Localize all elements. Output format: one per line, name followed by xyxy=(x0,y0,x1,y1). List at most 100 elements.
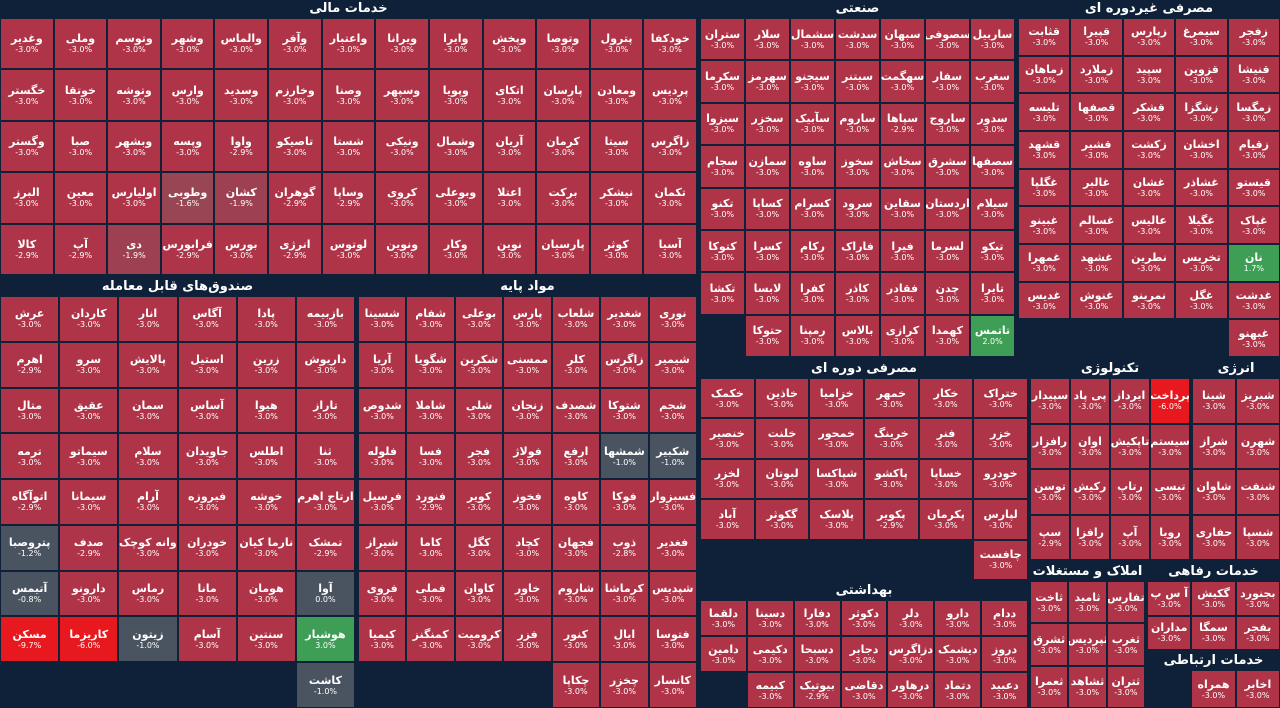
stock-name: زنجان xyxy=(511,398,544,412)
stock-name: وپویا xyxy=(442,83,469,97)
stock-change: -3.0% xyxy=(497,147,521,157)
stock-change: -3.0% xyxy=(800,40,825,50)
stock-tile: خرینگ -3.0% xyxy=(864,418,919,459)
stock-name: سشمال xyxy=(790,27,835,41)
stock-tile: آساس -3.0% xyxy=(177,387,237,434)
stock-change: -3.0% xyxy=(15,199,39,209)
stock-change: -3.0% xyxy=(1078,402,1102,412)
stock-change: -2.9% xyxy=(68,250,93,260)
stock-tile: وشهر -3.0% xyxy=(160,18,215,70)
stock-name: کاریزما xyxy=(69,627,109,641)
stock-name: تخریس xyxy=(1182,251,1221,265)
stock-name: تاتمس xyxy=(974,324,1011,338)
stock-tile: کشان -1.9% xyxy=(214,172,269,224)
stock-name: قزوین xyxy=(1183,62,1219,76)
stock-change: -3.0% xyxy=(1157,599,1181,609)
stock-name: رکیش xyxy=(1073,480,1107,494)
stock-name: بیوتیک xyxy=(799,678,835,692)
stock-change: -3.0% xyxy=(254,503,278,513)
stock-name: غشهد xyxy=(1080,251,1113,265)
stock-change: -3.0% xyxy=(77,457,101,467)
stock-change: -3.0% xyxy=(1189,188,1214,198)
stock-tile: اهرم -2.9% xyxy=(0,341,60,388)
stock-name: شجم xyxy=(659,398,687,412)
stock-change: -3.0% xyxy=(989,440,1013,450)
stock-name: ارتاج اهرم xyxy=(297,490,354,504)
stock-change: -3.0% xyxy=(805,655,829,665)
stock-change: -3.0% xyxy=(935,40,960,50)
stock-name: کمنگنز xyxy=(412,627,449,641)
sector-title: خدمات مالی xyxy=(309,1,388,16)
stock-name: وبوعلی xyxy=(435,186,477,200)
stock-name: بورس xyxy=(225,237,258,251)
stock-tile: پی پاد -3.0% xyxy=(1070,378,1110,424)
stock-tile: گکیش -3.0% xyxy=(1191,581,1236,616)
stock-tile: وبشهر -3.0% xyxy=(107,120,161,173)
stock-change: -3.0% xyxy=(1037,603,1061,613)
stock-change: -3.0% xyxy=(254,549,278,559)
stock-tile: بیوتیک -2.9% xyxy=(793,672,841,708)
stock-name: فسبزوار xyxy=(649,490,697,504)
stock-change: -3.0% xyxy=(935,252,960,262)
stock-name: نوری xyxy=(659,307,687,321)
stock-tile: شیراز -3.0% xyxy=(358,524,407,571)
stock-tile: دروز -3.0% xyxy=(981,636,1028,672)
stock-change: -3.0% xyxy=(1032,264,1056,274)
stock-change: -3.0% xyxy=(1032,75,1056,85)
stock-change: -3.0% xyxy=(992,619,1017,629)
stock-tile: کاوه -3.0% xyxy=(551,479,601,525)
stock-name: تاراز xyxy=(313,398,338,412)
stock-name: ونیکی xyxy=(385,134,419,148)
stock-change: -3.0% xyxy=(390,147,414,157)
stock-name: سیمانا xyxy=(71,490,107,504)
stock-name: دامین xyxy=(708,642,739,656)
stock-name: ساربیل xyxy=(972,27,1013,41)
stock-change: -3.0% xyxy=(77,366,101,376)
stock-change: -3.0% xyxy=(564,595,588,605)
stock-tile: لبوتان -3.0% xyxy=(754,458,810,500)
stock-name: آسام xyxy=(193,627,221,641)
stock-tile: سفار -3.0% xyxy=(925,60,970,103)
stock-tile: تخریس -3.0% xyxy=(1175,244,1228,282)
stock-name: ستران xyxy=(704,27,741,41)
stock-change: -2.9% xyxy=(229,147,253,157)
stock-tile: سمگا -3.0% xyxy=(1191,615,1236,650)
stock-tile: شغدیر -3.0% xyxy=(600,296,649,342)
stock-name: واوا xyxy=(230,134,252,148)
stock-name: کرمان xyxy=(546,134,580,148)
stock-name: مسکن xyxy=(12,627,47,641)
stock-tile: سیجنو -3.0% xyxy=(790,60,835,103)
sector-title: صندوق‌های قابل معامله xyxy=(101,279,254,294)
stock-tile: تیکو -3.0% xyxy=(970,229,1015,273)
stock-change: -3.0% xyxy=(17,457,42,467)
stock-change: -2.9% xyxy=(17,503,42,513)
stock-name: سفار xyxy=(932,70,963,84)
stock-change: -3.0% xyxy=(467,320,491,330)
stock-tile: چدن -3.0% xyxy=(925,272,970,315)
stock-name: زفجر xyxy=(1239,25,1268,39)
stock-change: -3.0% xyxy=(845,167,870,177)
stock-change: -3.0% xyxy=(370,366,394,376)
stock-tile: پارسان -3.0% xyxy=(536,69,590,121)
stock-tile: سدشت -3.0% xyxy=(835,18,880,61)
stock-tile: استیل -3.0% xyxy=(177,341,237,388)
stock-tile: سیمانا -3.0% xyxy=(59,479,119,525)
stock-tile: خودرو -3.0% xyxy=(973,458,1028,500)
stock-change: -3.0% xyxy=(444,199,468,209)
stock-tile: ممسنی -3.0% xyxy=(503,341,552,388)
stock-change: -3.0% xyxy=(1246,634,1270,644)
stock-tile: کرازی -3.0% xyxy=(880,314,925,357)
stock-tile: سخاش -3.0% xyxy=(880,145,925,188)
stock-change: -3.0% xyxy=(1246,599,1270,609)
stock-change: -2.9% xyxy=(283,199,307,209)
stock-tile: زاگرس -3.0% xyxy=(643,120,697,173)
stock-name: شلعاب xyxy=(557,307,595,321)
stock-tile: فنورد -2.9% xyxy=(406,479,455,525)
stock-name: سرو xyxy=(76,353,102,367)
stock-tile: ویرانا -3.0% xyxy=(375,18,429,70)
stock-name: کاذر xyxy=(846,281,869,295)
stock-name: مداران xyxy=(1150,621,1188,635)
stock-change: -3.0% xyxy=(890,294,915,304)
stock-tile: معین -3.0% xyxy=(53,172,108,224)
stock-change: -3.0% xyxy=(661,640,685,650)
